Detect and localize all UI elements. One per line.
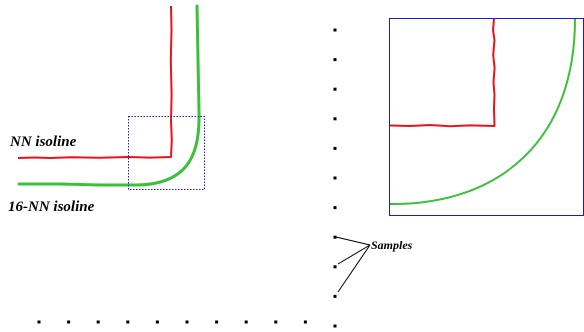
sample-point: [333, 58, 337, 62]
sample-point: [333, 206, 337, 210]
leader-line: [337, 244, 371, 265]
sample-point: [333, 87, 337, 91]
sample-point: [333, 117, 337, 121]
leader-line: [335, 236, 371, 246]
knn-isoline-curve: [17, 4, 201, 187]
sample-point: [333, 265, 337, 269]
sample-point: [67, 320, 71, 324]
sample-point: [303, 320, 307, 324]
sample-point: [333, 146, 337, 150]
sample-point: [37, 320, 41, 324]
sample-point: [333, 324, 337, 328]
sample-points: [37, 28, 337, 328]
samples-label: Samples: [371, 238, 413, 252]
sample-point: [333, 28, 337, 32]
sample-point: [215, 320, 219, 324]
sample-point: [155, 320, 159, 324]
nn-isoline-label: NN isoline: [9, 134, 77, 150]
sample-point: [126, 320, 130, 324]
sample-point: [333, 176, 337, 180]
magnified-knn-isoline: [389, 18, 576, 206]
sample-point: [185, 320, 189, 324]
knn-isoline-label: 16-NN isoline: [8, 199, 95, 215]
nn-isoline-curve: [17, 5, 173, 159]
sample-point: [274, 320, 278, 324]
sample-point: [333, 235, 337, 239]
sample-point: [333, 294, 337, 298]
leader-line: [337, 244, 371, 293]
sample-point: [96, 320, 100, 324]
sample-point: [244, 320, 248, 324]
zoom-region-box: [128, 116, 205, 190]
samples-leader-lines: [335, 236, 371, 293]
magnified-nn-isoline: [389, 18, 496, 128]
